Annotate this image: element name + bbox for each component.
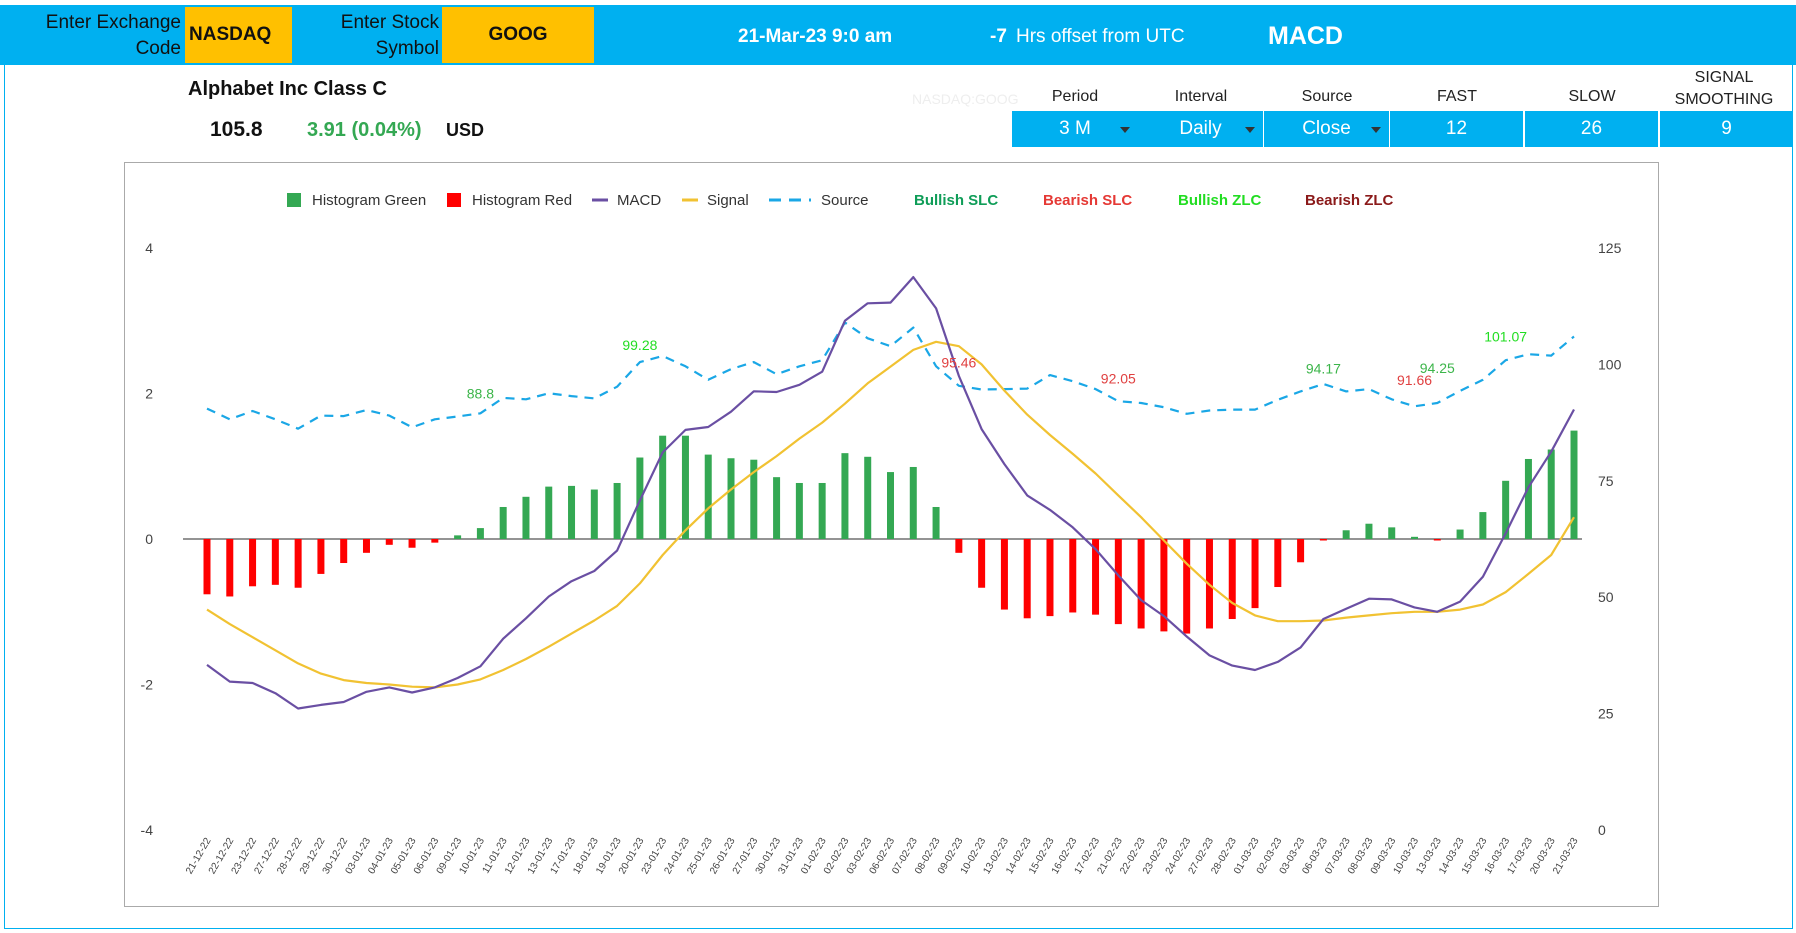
interval-select[interactable]: Daily [1138,111,1263,147]
slow-input[interactable]: 26 [1525,111,1658,147]
chevron-down-icon [1371,127,1381,133]
interval-label: Interval [1174,88,1228,105]
datetime-display: 21-Mar-23 9:0 am [738,26,893,47]
top-bar [0,5,1796,65]
fast-input[interactable]: 12 [1390,111,1523,147]
interval-value: Daily [1179,118,1222,139]
page-title: MACD [1268,22,1343,50]
symbol-input[interactable]: GOOG [442,7,594,63]
exchange-label: Enter Exchange Code [45,12,181,59]
fast-label: FAST [1436,88,1477,105]
period-select[interactable]: 3 M [1012,111,1138,147]
source-value: Close [1302,118,1351,139]
exchange-input[interactable]: NASDAQ [185,7,292,63]
ticker-watermark: NASDAQ:GOOG [912,91,1019,107]
utc-offset-input[interactable]: -7 [990,26,1007,47]
period-label: Period [1051,88,1099,105]
chart-container [124,162,1659,907]
stock-currency: USD [446,120,485,140]
signal-input[interactable]: 9 [1660,111,1793,147]
chevron-down-icon [1245,127,1255,133]
source-select[interactable]: Close [1264,111,1389,147]
slow-label: SLOW [1568,88,1616,105]
stock-name: Alphabet Inc Class C [188,78,387,100]
signal-label: SIGNAL SMOOTHING [1674,69,1774,108]
chevron-down-icon [1120,127,1130,133]
source-label: Source [1301,88,1353,105]
content-frame [4,65,1793,929]
stock-price: 105.8 [210,118,263,141]
symbol-label: Enter Stock Symbol [340,12,439,59]
utc-offset-label: Hrs offset from UTC [1016,26,1185,47]
period-value: 3 M [1059,118,1091,139]
stock-change: 3.91 (0.04%) [307,119,422,141]
